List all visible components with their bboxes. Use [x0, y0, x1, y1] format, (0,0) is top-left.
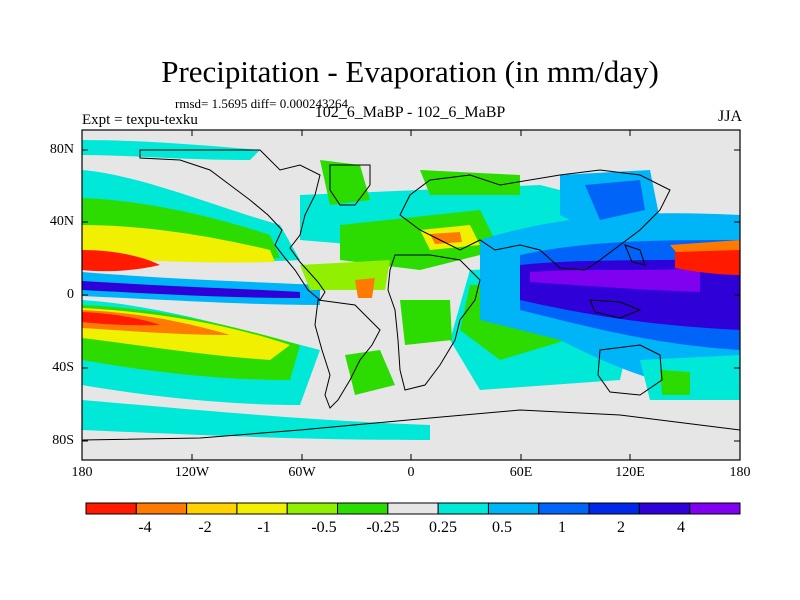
colorbar-swatch: [135, 502, 188, 515]
colorbar-swatch: [689, 502, 741, 515]
season-label: JJA: [717, 108, 742, 125]
field-band: [355, 278, 375, 298]
field-band: [420, 170, 520, 195]
field-layer: [82, 130, 740, 460]
x-tick-label: 60E: [509, 465, 533, 480]
coastline-africa: [387, 254, 481, 391]
field-band: [530, 268, 700, 292]
x-tick-label: 120E: [615, 465, 645, 480]
field-band: [670, 240, 740, 252]
axis-ticks: [81, 130, 741, 460]
field-band: [82, 250, 160, 272]
y-tick-label: 40N: [49, 214, 74, 229]
y-tick-label: 40S: [52, 360, 74, 375]
colorbar-swatch: [236, 502, 288, 515]
experiment-label: Expt = texpu-texku: [82, 112, 198, 128]
colorbar-swatch: [85, 502, 137, 515]
colorbar-label: -0.25: [366, 519, 400, 536]
x-tick-label: 120W: [174, 465, 210, 480]
x-tick-label: 180: [729, 465, 751, 480]
coastline-australia: [597, 344, 663, 396]
field-band: [82, 312, 160, 326]
field-band: [400, 300, 452, 345]
page-title: Precipitation - Evaporation (in mm/day): [161, 54, 659, 89]
coastline-antarctica: [82, 409, 740, 441]
colorbar-swatch: [487, 502, 540, 515]
x-tick-label: 60W: [288, 465, 316, 480]
colorbar-swatch: [186, 502, 238, 515]
colorbar-swatch: [588, 502, 640, 515]
field-band: [300, 260, 390, 290]
rmsd-subtitle: rmsd= 1.5695 diff= 0.000243264: [175, 96, 348, 111]
field-band: [660, 370, 690, 395]
coastline-greenland: [329, 164, 371, 206]
y-tick-label: 0: [67, 287, 74, 302]
colorbar-label: -0.5: [311, 519, 337, 536]
y-tick-label: 80S: [52, 433, 74, 448]
x-tick-label: 180: [71, 465, 93, 480]
colorbar-label: -2: [198, 519, 212, 536]
colorbar-swatch: [538, 502, 590, 515]
field-band: [430, 232, 462, 244]
center-label: 102_6_MaBP - 102_6_MaBP: [314, 104, 506, 121]
colorbar-label: -4: [138, 519, 152, 536]
colorbar-label: 2: [617, 519, 625, 536]
field-band: [675, 245, 740, 275]
coastline-indonesia: [589, 299, 642, 319]
colorbar-label: 4: [677, 519, 685, 536]
field-band: [340, 210, 500, 270]
field-band: [345, 350, 395, 395]
colorbar-label: 0.5: [492, 519, 512, 536]
colorbar-swatch: [387, 502, 439, 515]
colorbar-label: 0.25: [429, 519, 457, 536]
field-band: [82, 281, 300, 298]
coastline-south-america: [314, 299, 381, 409]
colorbar: [85, 502, 741, 515]
colorbar-swatch: [337, 502, 389, 515]
colorbar-swatch: [286, 502, 339, 515]
x-tick-label: 0: [407, 465, 415, 480]
coastline-japan: [624, 244, 646, 266]
colorbar-label: -1: [257, 519, 271, 536]
land-outlines: [82, 149, 740, 441]
field-band: [82, 400, 430, 440]
colorbar-label: 1: [558, 519, 566, 536]
coastline-eurasia: [399, 169, 671, 271]
y-tick-label: 80N: [49, 142, 74, 157]
field-band: [82, 225, 275, 263]
field-band: [585, 180, 645, 220]
colorbar-swatch: [638, 502, 691, 515]
colorbar-swatch: [437, 502, 489, 515]
